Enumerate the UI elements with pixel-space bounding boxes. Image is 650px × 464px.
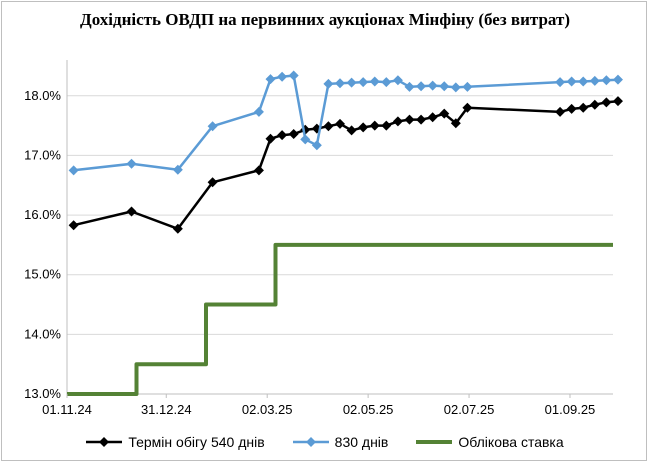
x-tick-label: 01.09.25: [545, 402, 596, 417]
data-point: [427, 80, 438, 91]
series-line-2: [67, 242, 613, 396]
x-tick-label: 01.11.24: [42, 402, 92, 417]
data-point: [277, 71, 288, 82]
data-point: [126, 158, 137, 169]
data-point: [207, 177, 218, 188]
data-point: [578, 76, 589, 87]
data-point: [311, 140, 322, 151]
x-tick-label: 02.07.25: [444, 402, 495, 417]
x-tick-label: 02.03.25: [242, 402, 293, 417]
data-point: [404, 114, 415, 125]
series-line-1: [73, 74, 619, 172]
data-point: [323, 121, 334, 132]
data-point: [566, 103, 577, 114]
data-point: [450, 82, 461, 93]
y-tick-label: 15.0%: [24, 267, 61, 282]
x-tick-label: 02.05.25: [343, 402, 394, 417]
data-point: [555, 77, 566, 88]
data-point: [277, 130, 288, 141]
legend-item-rate: Облікова ставка: [416, 434, 564, 450]
legend-item-830: 830 днів: [292, 434, 389, 450]
data-point: [68, 220, 79, 231]
data-point: [578, 102, 589, 113]
data-point: [601, 97, 612, 108]
legend-swatch-830: [292, 437, 329, 447]
y-tick-label: 16.0%: [24, 207, 61, 222]
data-point: [392, 75, 403, 86]
legend-label-540: Термін обігу 540 днів: [128, 434, 265, 450]
data-point: [462, 81, 473, 92]
series-layer: [67, 70, 623, 396]
data-point: [381, 77, 392, 88]
legend: Термін обігу 540 днів 830 днів Облікова …: [0, 430, 650, 454]
data-point: [369, 120, 380, 131]
data-point: [566, 76, 577, 87]
data-point: [462, 102, 473, 113]
legend-swatch-rate: [416, 440, 453, 444]
data-point: [589, 75, 600, 86]
line-chart: 13.0% 14.0% 15.0% 16.0% 17.0% 18.0% 01.11.24 3…: [24, 60, 623, 417]
data-point: [358, 77, 369, 88]
legend-swatch-540: [86, 437, 123, 447]
y-tick-label: 18.0%: [24, 88, 61, 103]
data-point: [253, 106, 264, 117]
chart-title: Дохідність ОВДП на первинних аукціонах М…: [80, 10, 570, 29]
y-tick-label: 13.0%: [24, 386, 61, 401]
data-point: [346, 77, 357, 88]
data-point: [172, 223, 183, 234]
data-point: [439, 108, 450, 119]
data-point: [589, 99, 600, 110]
series-line-0: [73, 99, 619, 231]
data-point: [612, 96, 623, 107]
x-tick-label: 31.12.24: [141, 402, 192, 417]
data-point: [335, 118, 345, 129]
data-point: [265, 74, 276, 85]
data-point: [416, 81, 427, 92]
data-point: [381, 120, 392, 131]
data-point: [392, 116, 403, 127]
y-axis-ticks: 13.0% 14.0% 15.0% 16.0% 17.0% 18.0%: [24, 88, 61, 401]
data-point: [323, 78, 334, 89]
data-point: [427, 112, 438, 123]
data-point: [207, 121, 218, 132]
series-1: [68, 70, 623, 176]
data-point: [369, 76, 380, 87]
legend-label-830: 830 днів: [334, 434, 389, 450]
data-point: [439, 81, 450, 92]
y-tick-label: 17.0%: [24, 147, 61, 162]
data-point: [335, 78, 345, 89]
data-point: [68, 165, 79, 176]
data-point: [612, 74, 623, 85]
data-point: [172, 164, 183, 175]
y-tick-label: 14.0%: [24, 326, 61, 341]
data-point: [288, 128, 299, 139]
series-2: [67, 242, 613, 396]
legend-label-rate: Облікова ставка: [458, 434, 564, 450]
data-point: [555, 106, 566, 117]
data-point: [126, 206, 137, 217]
data-point: [288, 70, 299, 81]
series-0: [68, 96, 623, 234]
data-point: [416, 114, 427, 125]
data-point: [265, 133, 276, 144]
data-point: [300, 134, 311, 145]
data-point: [253, 165, 264, 176]
data-point: [346, 125, 357, 136]
x-axis-ticks: 01.11.24 31.12.24 02.03.25 02.05.25 02.07.25…: [42, 394, 595, 417]
legend-item-540: Термін обігу 540 днів: [86, 434, 265, 450]
data-point: [358, 122, 369, 133]
gridlines: [66, 60, 613, 395]
data-point: [404, 81, 415, 92]
data-point: [601, 75, 612, 86]
data-point: [450, 118, 461, 129]
